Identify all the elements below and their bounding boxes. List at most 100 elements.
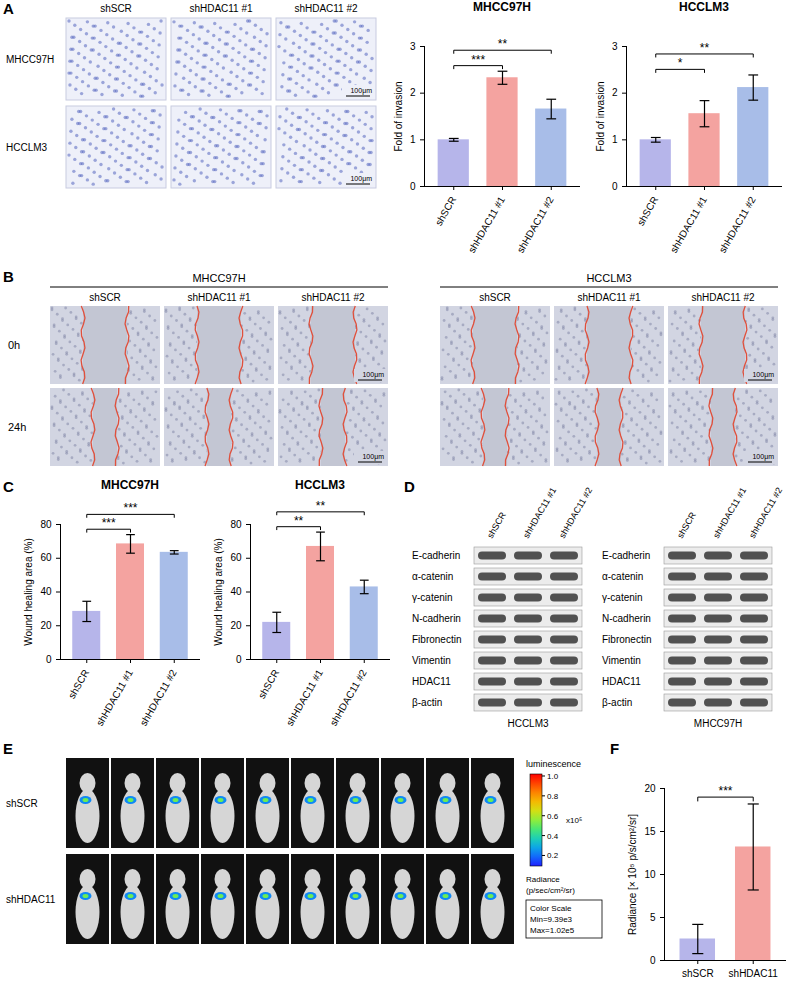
svg-text:shHDAC11: shHDAC11 (6, 894, 56, 905)
svg-text:1: 1 (612, 134, 618, 145)
svg-text:shSCR: shSCR (675, 510, 698, 540)
svg-text:α-catenin: α-catenin (412, 571, 453, 582)
svg-text:40: 40 (230, 586, 242, 597)
svg-text:100μm: 100μm (362, 371, 384, 379)
svg-text:5: 5 (650, 912, 656, 923)
svg-text:shHDAC11 #1: shHDAC11 #1 (668, 194, 709, 255)
svg-text:C: C (3, 478, 14, 495)
svg-text:shSCR: shSCR (256, 668, 281, 701)
svg-text:3: 3 (410, 41, 416, 52)
svg-text:Radiance [× 10⁵ p/s/cm²/sr]: Radiance [× 10⁵ p/s/cm²/sr] (627, 814, 638, 935)
svg-text:***: *** (718, 784, 732, 798)
svg-text:HCCLM3: HCCLM3 (586, 272, 631, 284)
svg-text:shHDAC11 #2: shHDAC11 #2 (717, 194, 758, 255)
svg-text:shHDAC11 #2: shHDAC11 #2 (328, 667, 369, 728)
svg-text:D: D (404, 478, 415, 495)
svg-text:F: F (610, 740, 619, 757)
svg-text:γ-catenin: γ-catenin (602, 592, 643, 603)
svg-text:shHDAC11 #1: shHDAC11 #1 (187, 292, 251, 303)
svg-text:shHDAC11: shHDAC11 (729, 968, 779, 979)
svg-text:HDAC11: HDAC11 (412, 676, 451, 687)
svg-text:HDAC11: HDAC11 (602, 676, 641, 687)
svg-text:shHDAC11 #1: shHDAC11 #1 (711, 486, 748, 540)
svg-text:shHDAC11 #2: shHDAC11 #2 (557, 486, 594, 540)
svg-text:β-actin: β-actin (412, 697, 442, 708)
svg-text:shSCR: shSCR (682, 968, 714, 979)
svg-text:A: A (3, 0, 14, 17)
svg-text:luminescence: luminescence (526, 759, 581, 769)
svg-text:Fibronectin: Fibronectin (412, 634, 461, 645)
svg-text:N-cadherin: N-cadherin (602, 613, 651, 624)
svg-text:(p/sec/cm²/sr): (p/sec/cm²/sr) (526, 886, 575, 895)
svg-text:80: 80 (230, 519, 242, 530)
svg-text:0: 0 (410, 181, 416, 192)
svg-text:60: 60 (40, 552, 52, 563)
svg-text:10: 10 (644, 869, 656, 880)
svg-text:80: 80 (40, 519, 52, 530)
svg-text:Max=1.02e5: Max=1.02e5 (530, 926, 575, 935)
svg-text:0.6: 0.6 (547, 812, 559, 821)
svg-text:MHCC97H: MHCC97H (6, 54, 54, 65)
svg-text:Min=9.39e3: Min=9.39e3 (530, 915, 573, 924)
svg-text:shSCR: shSCR (635, 195, 660, 228)
svg-text:Wound healing area (%): Wound healing area (%) (213, 538, 224, 646)
svg-text:20: 20 (230, 620, 242, 631)
svg-text:Fold of invasion: Fold of invasion (595, 81, 606, 151)
svg-text:0: 0 (236, 654, 242, 665)
svg-text:0: 0 (650, 955, 656, 966)
svg-text:shHDAC11 #2: shHDAC11 #2 (747, 486, 784, 540)
svg-text:γ-catenin: γ-catenin (412, 592, 453, 603)
svg-text:**: ** (498, 37, 508, 51)
svg-text:1.0: 1.0 (547, 772, 559, 781)
svg-text:100μm: 100μm (752, 453, 774, 461)
svg-text:shHDAC11 #2: shHDAC11 #2 (138, 667, 179, 728)
svg-text:0.2: 0.2 (547, 851, 559, 860)
svg-text:100μm: 100μm (350, 175, 372, 183)
svg-text:100μm: 100μm (350, 87, 372, 95)
svg-text:Wound healing area (%): Wound healing area (%) (23, 538, 34, 646)
svg-text:Color Scale: Color Scale (530, 904, 572, 913)
svg-text:0.4: 0.4 (547, 832, 559, 841)
svg-text:1: 1 (410, 134, 416, 145)
svg-text:E: E (3, 740, 13, 757)
svg-text:α-catenin: α-catenin (602, 571, 643, 582)
svg-text:20: 20 (644, 783, 656, 794)
svg-text:2: 2 (612, 87, 618, 98)
svg-text:shSCR: shSCR (433, 195, 458, 228)
svg-text:HCCLM3: HCCLM3 (6, 142, 48, 153)
svg-text:shHDAC11 #1: shHDAC11 #1 (466, 194, 507, 255)
svg-text:shSCR: shSCR (89, 292, 121, 303)
svg-text:MHCC97H: MHCC97H (192, 272, 245, 284)
svg-text:shHDAC11 #2: shHDAC11 #2 (515, 194, 556, 255)
svg-text:Vimentin: Vimentin (602, 655, 641, 666)
svg-text:Radiance: Radiance (526, 875, 560, 884)
svg-text:shSCR: shSCR (6, 798, 38, 809)
svg-text:**: ** (700, 41, 710, 55)
svg-text:24h: 24h (8, 421, 26, 433)
svg-text:***: *** (123, 501, 137, 515)
svg-text:20: 20 (40, 620, 52, 631)
svg-text:0: 0 (46, 654, 52, 665)
svg-text:***: *** (471, 53, 485, 67)
svg-text:**: ** (294, 514, 304, 528)
svg-text:shHDAC11 #1: shHDAC11 #1 (189, 3, 253, 14)
svg-text:**: ** (316, 499, 326, 513)
svg-text:***: *** (102, 516, 116, 530)
svg-text:shHDAC11 #1: shHDAC11 #1 (284, 667, 325, 728)
svg-text:β-actin: β-actin (602, 697, 632, 708)
svg-text:shSCR: shSCR (100, 3, 132, 14)
svg-text:shHDAC11 #1: shHDAC11 #1 (521, 486, 558, 540)
svg-text:MHCC97H: MHCC97H (694, 718, 742, 729)
svg-text:Fibronectin: Fibronectin (602, 634, 651, 645)
svg-text:HCCLM3: HCCLM3 (507, 718, 549, 729)
svg-text:0h: 0h (8, 339, 20, 351)
svg-text:3: 3 (612, 41, 618, 52)
svg-text:E-cadherin: E-cadherin (602, 550, 650, 561)
svg-text:Vimentin: Vimentin (412, 655, 451, 666)
svg-text:Fold of invasion: Fold of invasion (393, 81, 404, 151)
svg-text:shHDAC11 #2: shHDAC11 #2 (301, 292, 365, 303)
svg-text:0: 0 (612, 181, 618, 192)
svg-text:B: B (3, 268, 14, 285)
svg-text:40: 40 (40, 586, 52, 597)
svg-text:shSCR: shSCR (479, 292, 511, 303)
